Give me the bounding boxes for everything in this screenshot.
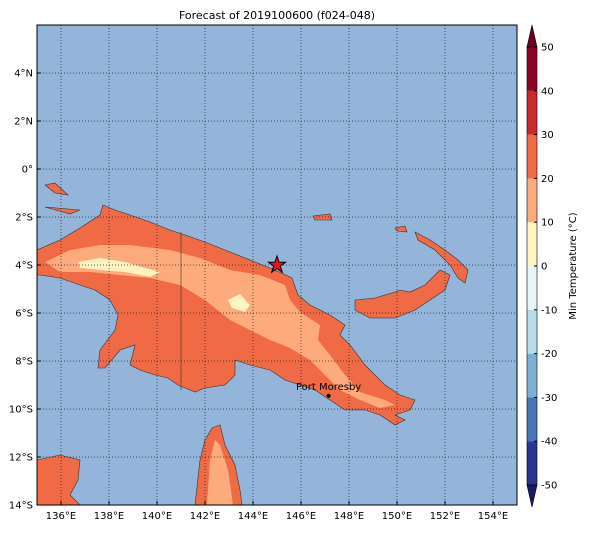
colorbar-extend-under: [526, 484, 538, 508]
x-tick-label: 142°E: [190, 511, 220, 522]
x-tick-label: 148°E: [334, 511, 364, 522]
x-tick-label: 144°E: [238, 511, 268, 522]
land-warm: [45, 245, 395, 408]
y-tick-label: 2°N: [14, 117, 33, 128]
x-tick-label: 140°E: [142, 511, 172, 522]
y-tick-label: 4°N: [14, 69, 33, 80]
chart-title: Forecast of 2019100600 (f024-048): [179, 9, 375, 22]
y-tick-label: 12°S: [9, 453, 33, 464]
colorbar-extend-over: [526, 24, 538, 48]
land-mild: [78, 258, 160, 277]
colorbar-segment: [527, 47, 537, 91]
colorbar-tick-label: -50: [541, 481, 557, 492]
land: [394, 225, 408, 233]
land: [44, 182, 69, 196]
city-marker: [326, 393, 331, 398]
y-tick-label: 8°S: [15, 357, 33, 368]
y-tick-label: 4°S: [15, 261, 33, 272]
colorbar-tick-label: -40: [541, 437, 557, 448]
x-tick-label: 138°E: [94, 511, 124, 522]
land: [354, 269, 451, 319]
land-mild: [228, 294, 250, 312]
colorbar-segment: [527, 90, 537, 135]
colorbar-tick-label: 20: [541, 174, 554, 185]
colorbar-segment: [527, 222, 537, 266]
y-tick-label: 14°S: [9, 501, 33, 512]
land: [44, 206, 81, 215]
colorbar-tick-label: -20: [541, 349, 557, 360]
x-tick-label: 136°E: [46, 511, 76, 522]
land: [37, 454, 81, 505]
colorbar-segment: [527, 441, 537, 485]
colorbar-segment: [527, 134, 537, 179]
colorbar-tick-label: 0: [541, 262, 547, 273]
y-tick-label: 10°S: [9, 405, 33, 416]
colorbar-tick-label: 40: [541, 86, 554, 97]
land-warm: [207, 440, 233, 505]
city-label: Port Moresby: [296, 382, 361, 393]
colorbar-segment: [527, 309, 537, 354]
colorbar-tick-label: 10: [541, 218, 554, 229]
x-tick-label: 152°E: [430, 511, 460, 522]
x-tick-label: 150°E: [382, 511, 412, 522]
colorbar-label: Min Temperature (°C): [568, 212, 579, 319]
y-tick-label: 6°S: [15, 309, 33, 320]
colorbar-segment: [527, 178, 537, 223]
colorbar-segment: [527, 397, 537, 442]
colorbar-tick-label: -30: [541, 393, 557, 404]
y-tick-label: 0°: [22, 165, 33, 176]
colorbar-tick-label: 50: [541, 43, 554, 54]
y-tick-label: 2°S: [15, 213, 33, 224]
map-area: Port Moresby: [37, 25, 517, 505]
colorbar-segment: [527, 266, 537, 310]
colorbar-tick-label: -10: [541, 305, 557, 316]
x-tick-label: 154°E: [478, 511, 508, 522]
colorbar-tick-label: 30: [541, 130, 554, 141]
land: [414, 231, 469, 284]
colorbar-segment: [527, 353, 537, 398]
x-tick-label: 146°E: [286, 511, 316, 522]
star-marker: [266, 254, 288, 274]
